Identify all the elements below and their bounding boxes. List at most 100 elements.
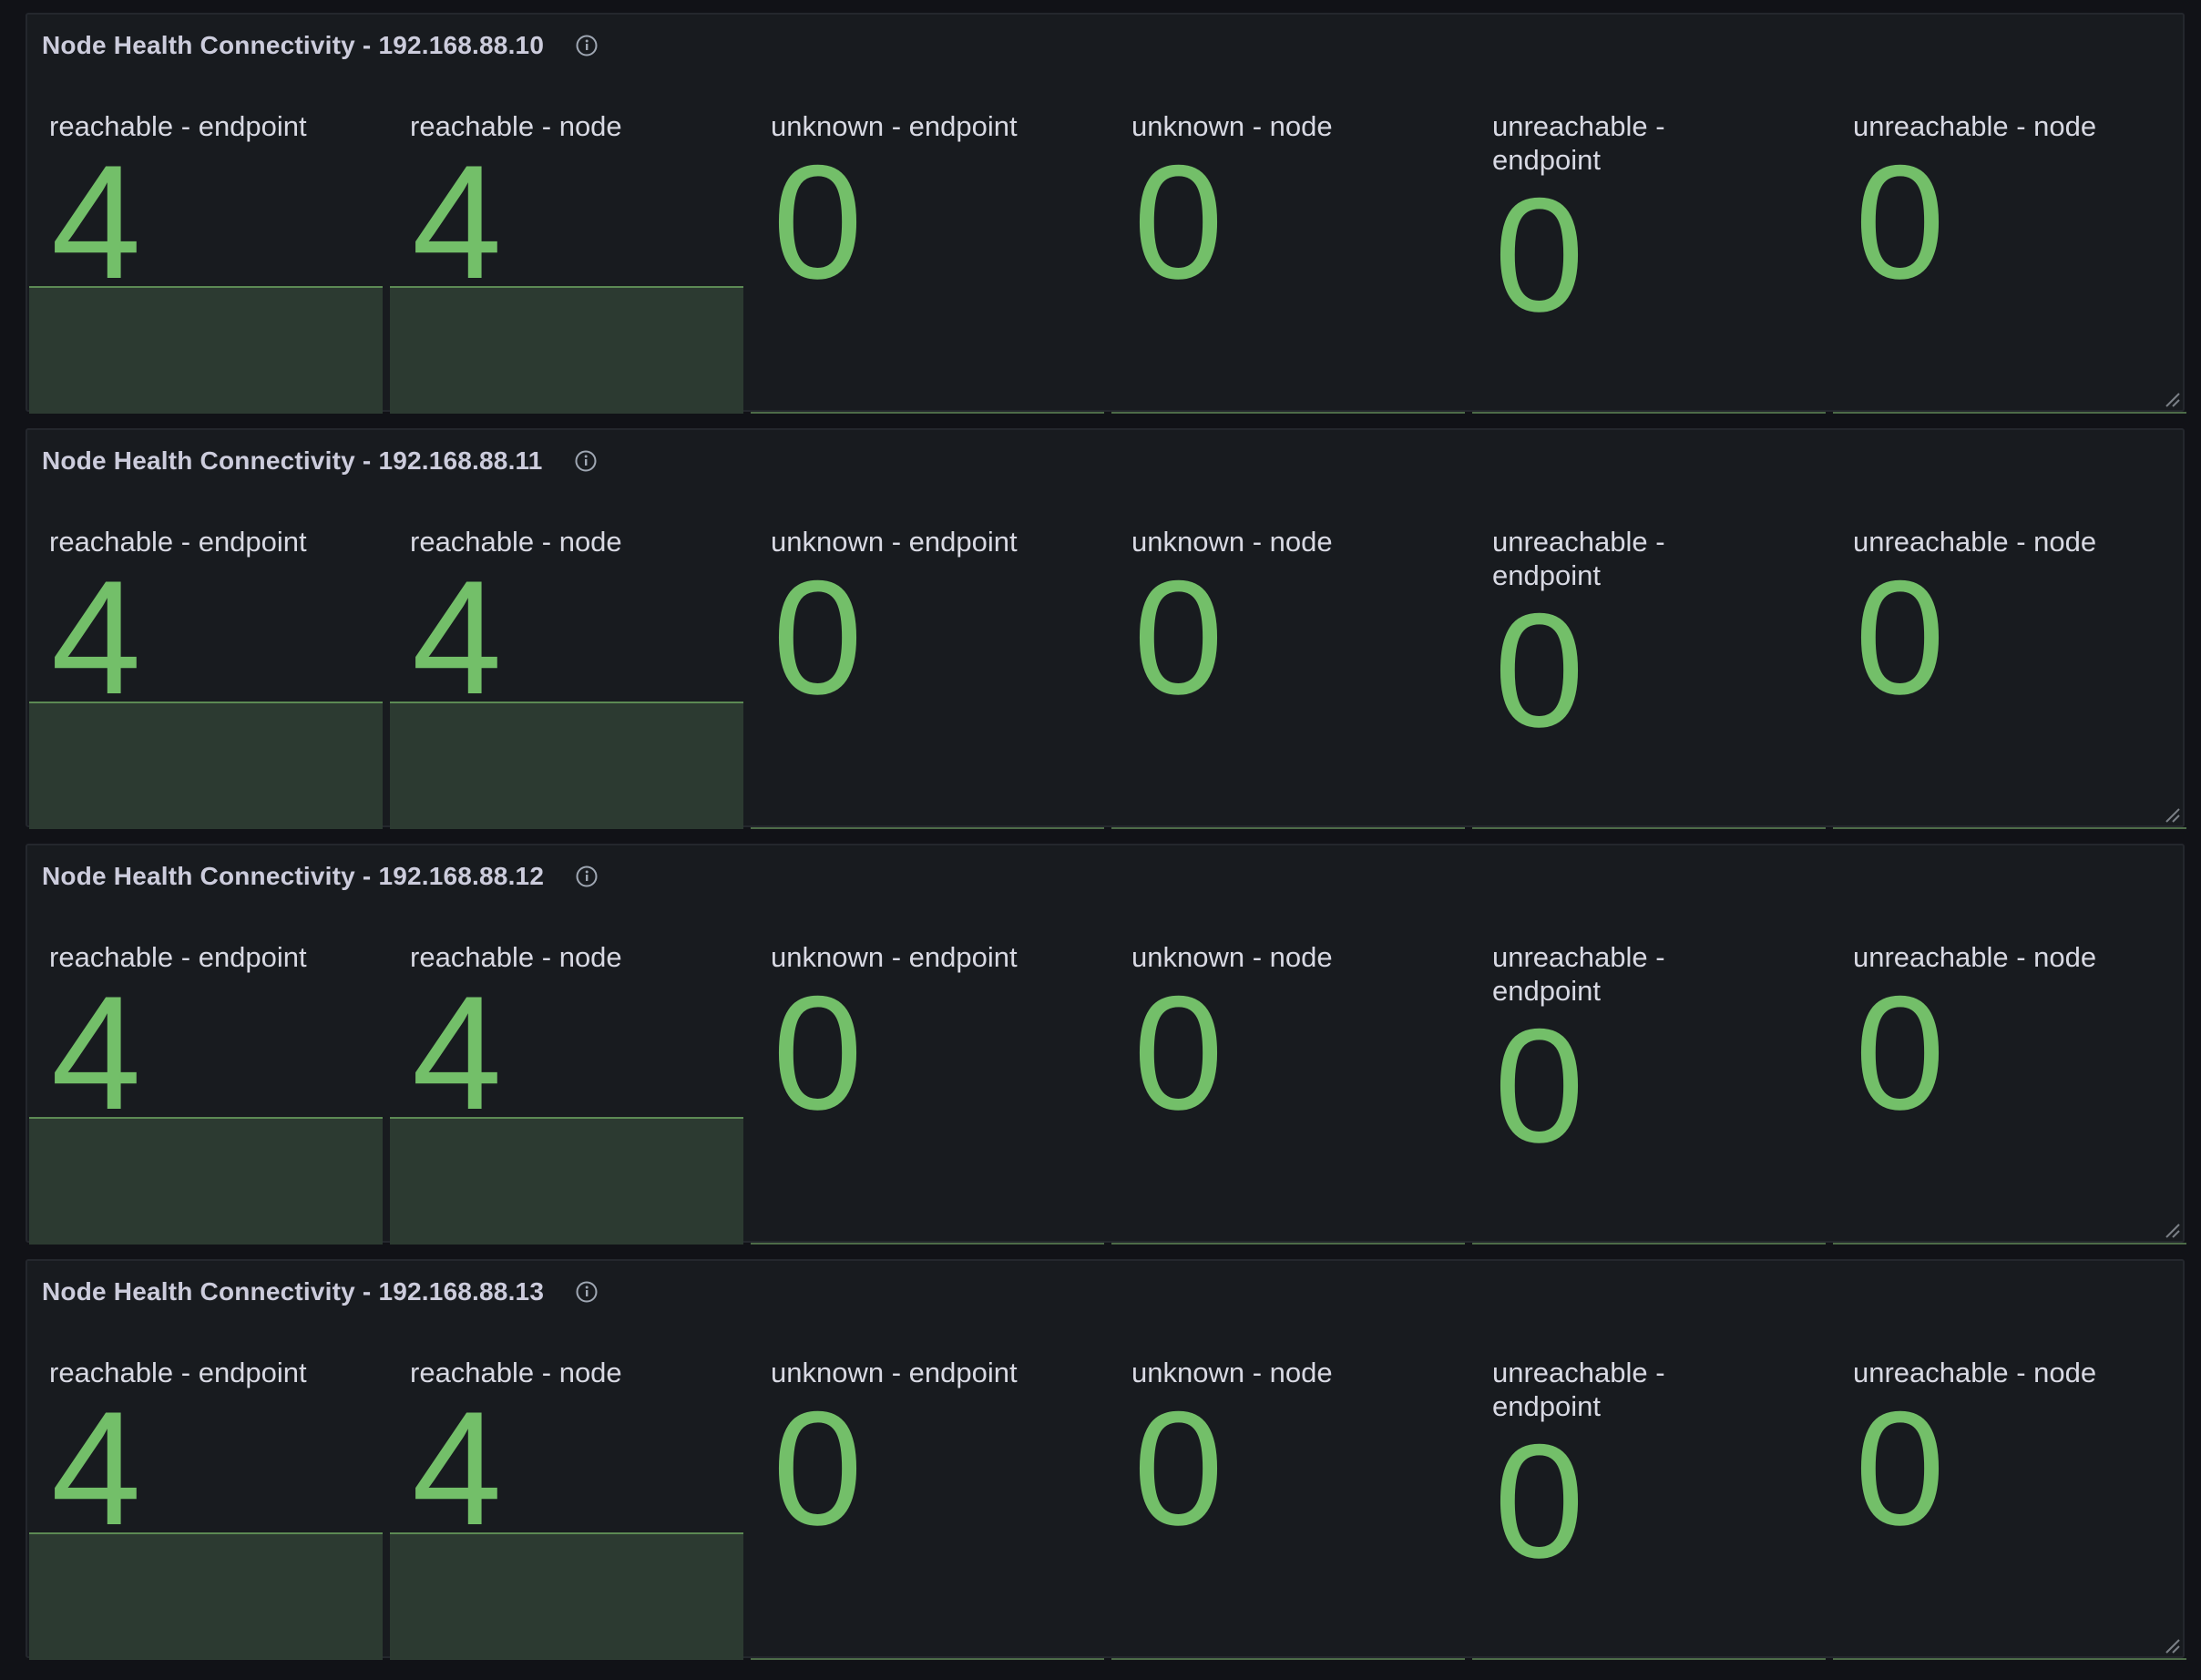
stat-label: unknown - node bbox=[1131, 526, 1333, 558]
stat-label: unknown - node bbox=[1131, 941, 1333, 973]
info-icon[interactable] bbox=[574, 449, 598, 473]
stat-label: unknown - endpoint bbox=[771, 941, 1018, 973]
stat-label: unreachable - node bbox=[1853, 526, 2097, 558]
sparkline-baseline bbox=[1472, 412, 1826, 414]
stat-reachable-endpoint[interactable]: reachable - endpoint 4 bbox=[29, 507, 383, 829]
stat-label: reachable - node bbox=[410, 526, 622, 558]
stat-reachable-endpoint[interactable]: reachable - endpoint 4 bbox=[29, 91, 383, 414]
stat-reachable-endpoint[interactable]: reachable - endpoint 4 bbox=[29, 1337, 383, 1660]
stat-value: 4 bbox=[51, 1378, 141, 1559]
stat-unknown-node[interactable]: unknown - node 0 bbox=[1111, 91, 1465, 414]
stat-unreachable-node[interactable]: unreachable - node 0 bbox=[1833, 922, 2186, 1245]
stat-value: 4 bbox=[412, 547, 502, 728]
stat-label: unknown - node bbox=[1131, 1357, 1333, 1388]
panel-header[interactable]: Node Health Connectivity - 192.168.88.12 bbox=[42, 858, 599, 895]
stat-value: 0 bbox=[1855, 547, 1945, 728]
stat-unknown-endpoint[interactable]: unknown - endpoint 0 bbox=[751, 507, 1104, 829]
stat-label: unreachable - endpoint bbox=[1492, 941, 1665, 1007]
stat-reachable-node[interactable]: reachable - node 4 bbox=[390, 1337, 743, 1660]
sparkline bbox=[390, 702, 743, 829]
panel-title: Node Health Connectivity - 192.168.88.10 bbox=[42, 31, 545, 59]
sparkline bbox=[29, 702, 383, 829]
stat-value: 4 bbox=[412, 131, 502, 312]
stat-reachable-node[interactable]: reachable - node 4 bbox=[390, 91, 743, 414]
stat-value: 0 bbox=[1133, 1378, 1223, 1559]
sparkline-baseline bbox=[751, 827, 1104, 829]
panel-header[interactable]: Node Health Connectivity - 192.168.88.13 bbox=[42, 1274, 599, 1310]
info-icon[interactable] bbox=[575, 865, 599, 888]
panel-header[interactable]: Node Health Connectivity - 192.168.88.11 bbox=[42, 443, 598, 479]
stat-label: unreachable - endpoint bbox=[1492, 526, 1665, 591]
stat-value: 4 bbox=[51, 547, 141, 728]
stat-label: reachable - endpoint bbox=[49, 526, 307, 558]
stat-reachable-endpoint[interactable]: reachable - endpoint 4 bbox=[29, 922, 383, 1245]
stat-value: 4 bbox=[51, 962, 141, 1143]
stat-row: reachable - endpoint 4 reachable - node … bbox=[27, 15, 2186, 414]
stat-row: reachable - endpoint 4 reachable - node … bbox=[27, 430, 2186, 829]
sparkline-baseline bbox=[1833, 1243, 2186, 1245]
stat-value: 0 bbox=[1855, 1378, 1945, 1559]
info-icon[interactable] bbox=[575, 1280, 599, 1304]
stat-value: 0 bbox=[1133, 547, 1223, 728]
sparkline-baseline bbox=[1111, 1658, 1465, 1660]
resize-handle-icon[interactable] bbox=[2163, 390, 2181, 408]
stat-unreachable-endpoint[interactable]: unreachable - endpoint 0 bbox=[1472, 922, 1826, 1245]
stat-value: 0 bbox=[1494, 164, 1584, 345]
stat-unreachable-endpoint[interactable]: unreachable - endpoint 0 bbox=[1472, 1337, 1826, 1660]
stat-label: unreachable - node bbox=[1853, 110, 2097, 142]
stat-label: unreachable - node bbox=[1853, 941, 2097, 973]
sparkline-baseline bbox=[1833, 827, 2186, 829]
stat-row: reachable - endpoint 4 reachable - node … bbox=[27, 1261, 2186, 1660]
stat-reachable-node[interactable]: reachable - node 4 bbox=[390, 922, 743, 1245]
resize-handle-icon[interactable] bbox=[2163, 805, 2181, 824]
stat-unknown-node[interactable]: unknown - node 0 bbox=[1111, 922, 1465, 1245]
stat-unreachable-endpoint[interactable]: unreachable - endpoint 0 bbox=[1472, 91, 1826, 414]
stat-unknown-endpoint[interactable]: unknown - endpoint 0 bbox=[751, 922, 1104, 1245]
sparkline-baseline bbox=[1833, 412, 2186, 414]
stat-unknown-endpoint[interactable]: unknown - endpoint 0 bbox=[751, 91, 1104, 414]
stat-label: unreachable - endpoint bbox=[1492, 110, 1665, 176]
sparkline-baseline bbox=[1472, 827, 1826, 829]
sparkline-baseline bbox=[751, 412, 1104, 414]
stat-value: 0 bbox=[1855, 962, 1945, 1143]
stat-value: 0 bbox=[773, 131, 863, 312]
stat-label: reachable - endpoint bbox=[49, 110, 307, 142]
stat-label: reachable - node bbox=[410, 941, 622, 973]
stat-label: reachable - endpoint bbox=[49, 1357, 307, 1388]
panel-node-health-12[interactable]: Node Health Connectivity - 192.168.88.12… bbox=[26, 844, 2186, 1245]
stat-unknown-node[interactable]: unknown - node 0 bbox=[1111, 507, 1465, 829]
stat-unreachable-node[interactable]: unreachable - node 0 bbox=[1833, 507, 2186, 829]
resize-handle-icon[interactable] bbox=[2163, 1636, 2181, 1654]
info-icon[interactable] bbox=[575, 34, 599, 57]
panel-title: Node Health Connectivity - 192.168.88.13 bbox=[42, 1277, 545, 1306]
stat-label: reachable - node bbox=[410, 110, 622, 142]
stat-value: 0 bbox=[1855, 131, 1945, 312]
sparkline bbox=[29, 286, 383, 414]
stat-unknown-node[interactable]: unknown - node 0 bbox=[1111, 1337, 1465, 1660]
stat-label: unreachable - node bbox=[1853, 1357, 2097, 1388]
stat-unknown-endpoint[interactable]: unknown - endpoint 0 bbox=[751, 1337, 1104, 1660]
panel-node-health-11[interactable]: Node Health Connectivity - 192.168.88.11… bbox=[26, 428, 2186, 829]
stat-value: 0 bbox=[1494, 995, 1584, 1176]
sparkline-baseline bbox=[751, 1658, 1104, 1660]
stat-value: 0 bbox=[1133, 131, 1223, 312]
panel-header[interactable]: Node Health Connectivity - 192.168.88.10 bbox=[42, 27, 599, 64]
stat-unreachable-endpoint[interactable]: unreachable - endpoint 0 bbox=[1472, 507, 1826, 829]
stat-unreachable-node[interactable]: unreachable - node 0 bbox=[1833, 91, 2186, 414]
panel-node-health-13[interactable]: Node Health Connectivity - 192.168.88.13… bbox=[26, 1259, 2186, 1660]
stat-value: 4 bbox=[412, 962, 502, 1143]
stat-reachable-node[interactable]: reachable - node 4 bbox=[390, 507, 743, 829]
stat-label: unknown - endpoint bbox=[771, 1357, 1018, 1388]
panel-node-health-10[interactable]: Node Health Connectivity - 192.168.88.10… bbox=[26, 13, 2186, 414]
resize-handle-icon[interactable] bbox=[2163, 1221, 2181, 1239]
stat-row: reachable - endpoint 4 reachable - node … bbox=[27, 845, 2186, 1245]
sparkline bbox=[390, 1117, 743, 1245]
stat-value: 0 bbox=[773, 547, 863, 728]
panel-title: Node Health Connectivity - 192.168.88.11 bbox=[42, 446, 543, 475]
stat-unreachable-node[interactable]: unreachable - node 0 bbox=[1833, 1337, 2186, 1660]
stat-label: unknown - endpoint bbox=[771, 110, 1018, 142]
stat-label: unreachable - endpoint bbox=[1492, 1357, 1665, 1422]
sparkline-baseline bbox=[1472, 1243, 1826, 1245]
stat-value: 4 bbox=[412, 1378, 502, 1559]
